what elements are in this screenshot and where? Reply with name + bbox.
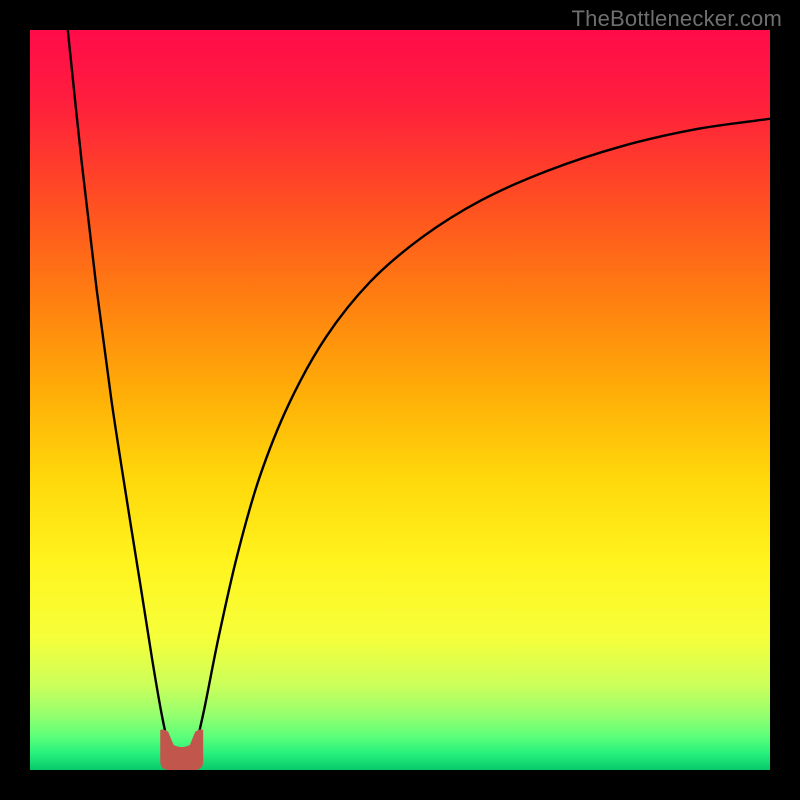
plot-border	[30, 30, 770, 770]
watermark-text: TheBottlenecker.com	[572, 6, 782, 32]
stage: TheBottlenecker.com	[0, 0, 800, 800]
